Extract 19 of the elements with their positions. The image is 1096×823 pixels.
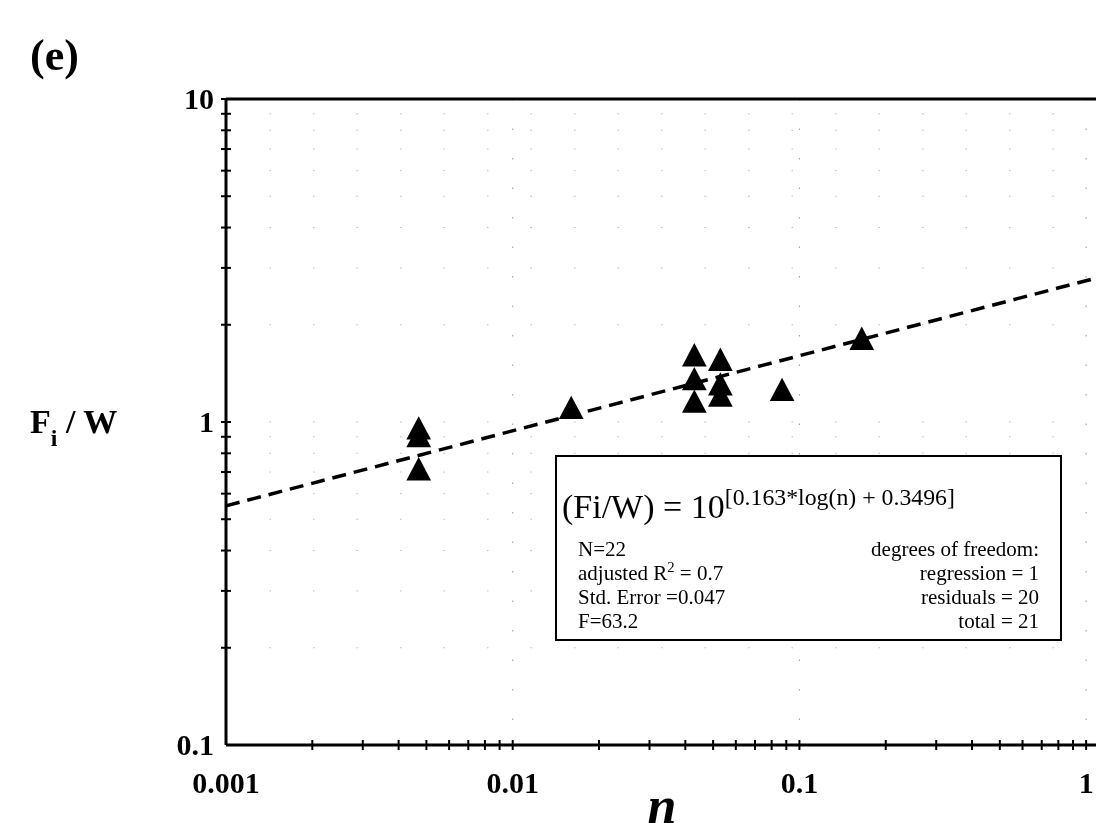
annotation: Std. Error =0.047 [578,585,726,609]
x-tick-label: 0.01 [486,766,539,799]
annotation: N=22 [578,537,627,561]
y-tick-label: 0.1 [176,728,214,761]
x-tick-label: 1 [1078,766,1094,799]
annotation: residuals = 20 [921,585,1039,609]
annotation: F=63.2 [578,609,639,633]
annotation: regression = 1 [919,561,1039,585]
annotation: degrees of freedom: [871,537,1039,561]
x-tick-label: 0.1 [780,766,819,799]
y-tick-label: 10 [184,82,214,115]
y-axis-title: F$_{i}$ / W [30,403,118,451]
y-tick-label: 1 [199,405,214,438]
annotation: adjusted R$^{2}$ = 0.7 [578,559,724,585]
annotation: total = 21 [958,609,1039,633]
x-tick-label: 0.001 [192,766,260,799]
chart-title: (e) [30,31,79,80]
annotation: (Fi/W) = 10$^{[0.163*log(n) + 0.3496]}$ [562,484,955,526]
x-axis-title: n [647,777,677,823]
